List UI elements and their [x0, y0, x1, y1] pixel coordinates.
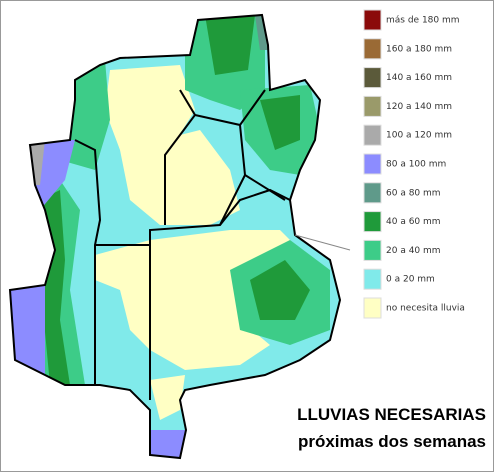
legend-swatch	[363, 67, 382, 89]
legend-label: 160 a 180 mm	[386, 44, 452, 54]
caption-title: LLUVIAS NECESARIAS	[297, 405, 486, 424]
legend-swatch	[363, 95, 382, 117]
legend-label: 80 a 100 mm	[386, 160, 446, 170]
legend-swatch	[363, 38, 382, 60]
legend-swatch	[363, 297, 382, 319]
legend-swatch	[363, 9, 382, 31]
legend-label: 40 a 60 mm	[386, 217, 441, 227]
legend-label: 100 a 120 mm	[386, 131, 452, 141]
legend-label: 0 a 20 mm	[386, 275, 435, 285]
legend-label: 120 a 140 mm	[386, 102, 452, 112]
legend-swatch	[363, 268, 382, 290]
legend-swatch	[363, 182, 382, 204]
legend-label: 140 a 160 mm	[386, 73, 452, 83]
legend-label: 60 a 80 mm	[386, 188, 441, 198]
legend-swatch	[363, 211, 382, 233]
province-borders	[8, 13, 351, 460]
legend-label: más de 180 mm	[386, 16, 460, 26]
legend-label: 20 a 40 mm	[386, 246, 441, 256]
legend-swatch	[363, 124, 382, 146]
legend-swatch	[363, 239, 382, 261]
legend: más de 180 mm 160 a 180 mm 140 a 160 mm 120…	[363, 9, 465, 319]
caption-subtitle: próximas dos semanas	[298, 432, 486, 451]
legend-label: no necesita lluvia	[386, 304, 465, 314]
legend-swatch	[363, 153, 382, 175]
